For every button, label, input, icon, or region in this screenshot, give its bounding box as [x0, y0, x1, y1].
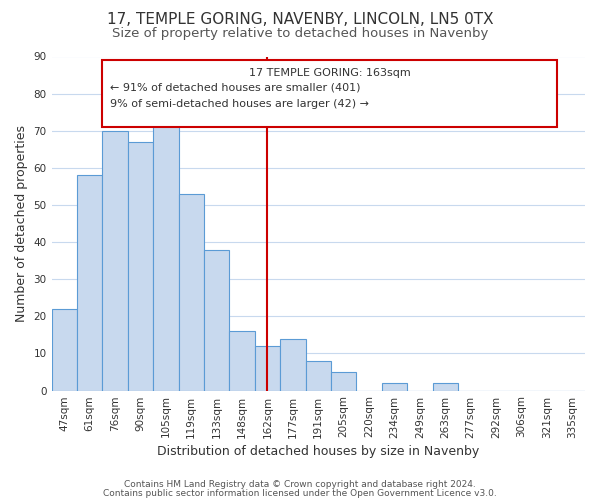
- X-axis label: Distribution of detached houses by size in Navenby: Distribution of detached houses by size …: [157, 444, 479, 458]
- Bar: [179, 194, 204, 390]
- Bar: [255, 346, 280, 391]
- Text: 17, TEMPLE GORING, NAVENBY, LINCOLN, LN5 0TX: 17, TEMPLE GORING, NAVENBY, LINCOLN, LN5…: [107, 12, 493, 28]
- Bar: [433, 383, 458, 390]
- Y-axis label: Number of detached properties: Number of detached properties: [15, 125, 28, 322]
- Text: 9% of semi-detached houses are larger (42) →: 9% of semi-detached houses are larger (4…: [110, 99, 369, 109]
- Text: Contains HM Land Registry data © Crown copyright and database right 2024.: Contains HM Land Registry data © Crown c…: [124, 480, 476, 489]
- Bar: [280, 338, 305, 390]
- Bar: [128, 142, 153, 390]
- Text: ← 91% of detached houses are smaller (401): ← 91% of detached houses are smaller (40…: [110, 82, 361, 92]
- FancyBboxPatch shape: [103, 60, 557, 127]
- Text: Size of property relative to detached houses in Navenby: Size of property relative to detached ho…: [112, 28, 488, 40]
- Bar: [229, 331, 255, 390]
- Bar: [382, 383, 407, 390]
- Bar: [77, 176, 103, 390]
- Bar: [331, 372, 356, 390]
- Bar: [305, 361, 331, 390]
- Bar: [103, 130, 128, 390]
- Text: Contains public sector information licensed under the Open Government Licence v3: Contains public sector information licen…: [103, 488, 497, 498]
- Bar: [52, 309, 77, 390]
- Bar: [204, 250, 229, 390]
- Bar: [153, 112, 179, 390]
- Text: 17 TEMPLE GORING: 163sqm: 17 TEMPLE GORING: 163sqm: [249, 68, 410, 78]
